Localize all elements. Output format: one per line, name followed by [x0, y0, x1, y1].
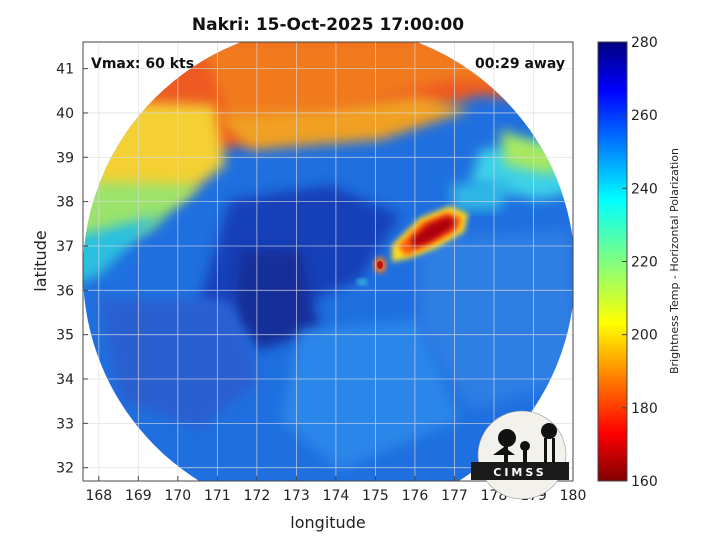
cimss-logo-text: CIMSS — [493, 466, 546, 479]
colorbar-ticks: 160 180 200 220 240 260 280 — [622, 35, 658, 490]
y-tick-label: 36 — [56, 283, 74, 299]
colorbar-tick-label: 200 — [631, 328, 658, 344]
y-axis-label: latitude — [31, 230, 50, 291]
x-tick-label: 180 — [560, 488, 587, 504]
x-tick-label: 169 — [125, 488, 152, 504]
time-away-annotation: 00:29 away — [475, 56, 565, 72]
x-tick-label: 175 — [362, 488, 389, 504]
axes-frame — [82, 41, 574, 482]
x-tick-label: 170 — [164, 488, 191, 504]
x-tick-label: 172 — [244, 488, 271, 504]
y-tick-label: 38 — [56, 195, 74, 211]
x-axis-label: longitude — [290, 513, 365, 532]
figure-title: Nakri: 15-Oct-2025 17:00:00 — [192, 15, 464, 35]
x-tick-label: 176 — [402, 488, 429, 504]
cimss-logo: CIMSS — [471, 410, 569, 500]
y-tick-label: 33 — [56, 416, 74, 432]
x-tick-label: 168 — [85, 488, 112, 504]
y-tick-label: 39 — [56, 150, 74, 166]
colorbar-tick-label: 160 — [631, 474, 658, 490]
colorbar-tick-label: 220 — [631, 255, 658, 271]
y-tick-label: 35 — [56, 328, 74, 344]
y-tick-label: 40 — [56, 106, 74, 122]
colorbar-label: Brightness Temp - Horizontal Polarizatio… — [668, 148, 681, 374]
colorbar-tick-label: 240 — [631, 181, 658, 197]
x-tick-label: 173 — [283, 488, 310, 504]
y-tick-label: 32 — [56, 461, 74, 477]
y-tick-label: 34 — [56, 372, 74, 388]
colorbar-tick-label: 180 — [631, 401, 658, 417]
x-tick-label: 177 — [441, 488, 468, 504]
y-tick-label: 41 — [56, 62, 74, 78]
colorbar-tick-label: 280 — [631, 35, 658, 51]
x-tick-label: 174 — [323, 488, 350, 504]
y-tick-label: 37 — [56, 239, 74, 255]
x-axis-ticks: 168169170171172173174175176177178179180 — [85, 476, 586, 504]
colorbar-tick-label: 260 — [631, 108, 658, 124]
x-tick-label: 171 — [204, 488, 231, 504]
vmax-annotation: Vmax: 60 kts — [91, 56, 194, 72]
y-axis-ticks: 32 33 34 35 36 37 38 39 40 41 — [56, 62, 88, 477]
